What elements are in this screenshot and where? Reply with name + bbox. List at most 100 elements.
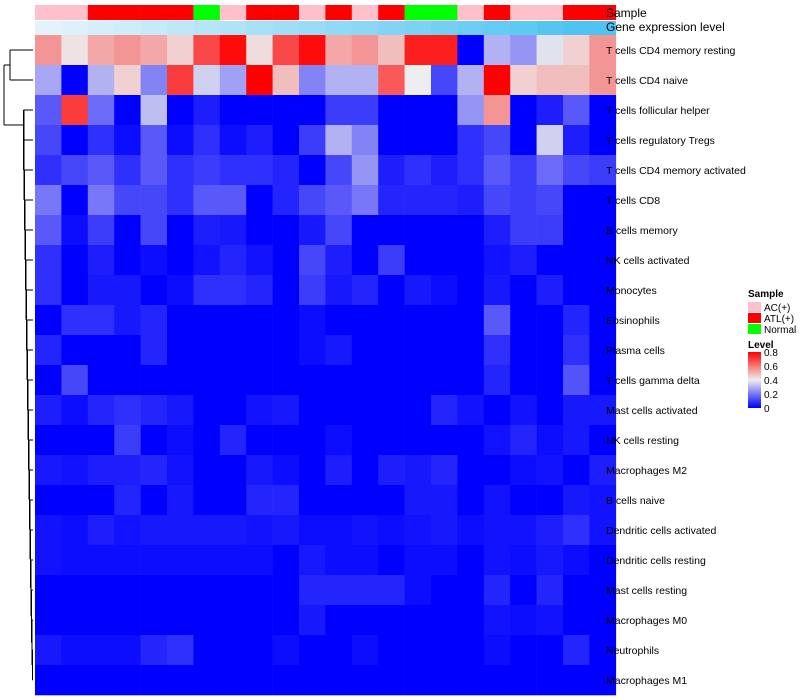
heatmap-cell: [589, 215, 617, 246]
heatmap-cell: [351, 125, 379, 156]
heatmap-cell: [563, 515, 590, 546]
heatmap-cell: [351, 305, 379, 336]
heatmap-cell: [35, 575, 62, 606]
heatmap-cell: [299, 245, 326, 276]
heatmap-cell: [378, 635, 405, 666]
heatmap-cell: [457, 665, 485, 696]
heatmap-cell: [378, 125, 405, 156]
heatmap-cell: [219, 245, 247, 276]
heatmap-cell: [167, 605, 194, 636]
heatmap-cell: [431, 545, 458, 576]
heatmap-cell: [193, 575, 221, 606]
heatmap-cell: [351, 395, 379, 426]
heatmap-cell: [140, 155, 168, 186]
heatmap-cell: [351, 665, 379, 696]
heatmap-cell: [219, 485, 247, 516]
heatmap-cell: [431, 35, 458, 66]
heatmap-cell: [167, 455, 194, 486]
heatmap-cell: [563, 65, 590, 96]
heatmap-cell: [167, 275, 194, 306]
heatmap-cell: [246, 335, 273, 366]
heatmap-cell: [61, 275, 89, 306]
heatmap-cell: [246, 125, 273, 156]
heatmap-cell: [404, 665, 432, 696]
heatmap-cell: [35, 155, 62, 186]
heatmap-cell: [457, 305, 485, 336]
heatmap-cell: [351, 635, 379, 666]
heatmap-cell: [510, 95, 537, 126]
heatmap-cell: [483, 35, 511, 66]
heatmap-cell: [219, 425, 247, 456]
legend-item-label: AC(+): [764, 303, 790, 314]
legend: Sample Level AC(+)ATL(+)Normal 0.8 0.6 0.4 0…: [748, 289, 796, 415]
heatmap-cell: [140, 665, 168, 696]
heatmap-cell: [246, 575, 273, 606]
row-label: T cells CD4 memory activated: [606, 165, 746, 177]
heatmap-cell: [167, 335, 194, 366]
heatmap-cell: [246, 155, 273, 186]
row-label: T cells CD8: [606, 195, 660, 207]
heatmap-cell: [589, 575, 617, 606]
heatmap-cell: [61, 185, 89, 216]
heatmap-cell: [536, 485, 564, 516]
heatmap-cell: [483, 215, 511, 246]
expression-annotation-cell: [35, 21, 62, 35]
heatmap-cell: [87, 635, 115, 666]
heatmap-cell: [325, 125, 353, 156]
heatmap-cell: [35, 185, 62, 216]
heatmap-cell: [589, 455, 617, 486]
heatmap-cell: [219, 455, 247, 486]
heatmap-cell: [272, 215, 300, 246]
heatmap-cell: [87, 665, 115, 696]
heatmap-cell: [404, 515, 432, 546]
row-labels: T cells CD4 memory resting T cells CD4 na…: [606, 45, 746, 687]
row-label: T cells CD4 memory resting: [606, 45, 735, 57]
expression-annotation-cell: [246, 21, 273, 35]
heatmap-cell: [351, 95, 379, 126]
heatmap-cell: [246, 395, 273, 426]
heatmap-cell: [378, 305, 405, 336]
heatmap-cell: [193, 275, 221, 306]
heatmap-cell: [246, 245, 273, 276]
heatmap-cell: [246, 665, 273, 696]
heatmap-cell: [61, 575, 89, 606]
heatmap-cell: [246, 305, 273, 336]
heatmap-cell: [536, 215, 564, 246]
heatmap-cell: [219, 275, 247, 306]
heatmap-cell: [325, 35, 353, 66]
heatmap-cell: [404, 245, 432, 276]
heatmap-cell: [431, 425, 458, 456]
heatmap-cell: [193, 185, 221, 216]
heatmap-cell: [589, 335, 617, 366]
heatmap-cell: [589, 155, 617, 186]
heatmap-cell: [563, 665, 590, 696]
heatmap-cell: [431, 395, 458, 426]
heatmap-cell: [483, 485, 511, 516]
heatmap-cell: [589, 245, 617, 276]
heatmap-cell: [483, 395, 511, 426]
heatmap-cell: [299, 65, 326, 96]
heatmap-cell: [457, 335, 485, 366]
heatmap-cell: [140, 65, 168, 96]
heatmap-cell: [272, 395, 300, 426]
heatmap-cell: [61, 635, 89, 666]
heatmap-cell: [114, 95, 141, 126]
heatmap-cell: [35, 395, 62, 426]
heatmap-cell: [589, 395, 617, 426]
heatmap-cell: [272, 125, 300, 156]
heatmap-cell: [35, 275, 62, 306]
heatmap-cell: [219, 65, 247, 96]
column-annotations: [35, 5, 617, 35]
heatmap-cell: [272, 245, 300, 276]
heatmap-cell: [404, 95, 432, 126]
heatmap-cell: [378, 245, 405, 276]
heatmap-cell: [404, 125, 432, 156]
heatmap-cell: [378, 545, 405, 576]
heatmap-cell: [589, 95, 617, 126]
heatmap-cell: [589, 665, 617, 696]
heatmap-cell: [299, 455, 326, 486]
level-tick-label: 0.8: [764, 348, 778, 359]
heatmap-cell: [114, 365, 141, 396]
heatmap-cell: [167, 35, 194, 66]
